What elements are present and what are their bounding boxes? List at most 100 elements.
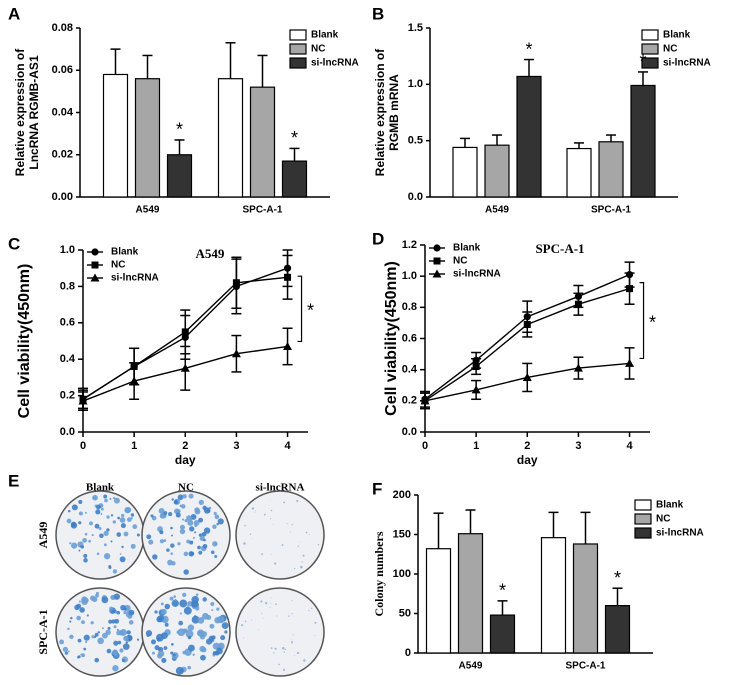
colony [214,555,218,558]
panel-label: A [8,4,20,23]
colony [202,544,208,549]
colony [80,545,85,549]
colony [254,511,256,513]
colony [193,519,200,526]
colony [244,620,247,623]
colony [308,533,310,535]
colony [94,657,100,663]
colony [112,520,117,524]
y-tick-label: 100 [393,568,411,580]
colony [160,602,164,606]
bar [217,78,244,198]
colony [97,631,100,634]
colony [127,517,132,522]
colony [112,569,118,574]
legend-marker [90,273,100,282]
y-tick-label: 0.6 [60,317,75,329]
data-point [129,376,139,385]
colony [69,620,72,623]
colony [189,540,194,545]
colony [120,604,126,611]
legend-swatch [641,57,659,69]
colony [161,608,167,615]
y-tick-label: 0.04 [52,106,74,118]
colony [154,610,158,614]
colony [125,641,129,644]
colony [305,531,308,534]
colony [197,545,201,550]
colony [170,651,174,655]
colony [161,632,168,639]
colony [113,640,119,646]
colony [88,539,92,543]
legend-swatch [634,527,652,539]
colony [69,634,74,640]
colony [91,596,98,603]
colony [166,548,170,552]
colony [136,638,140,641]
colony [270,603,272,604]
colony [130,543,136,549]
colony [109,606,113,611]
significance-mark: * [649,312,656,332]
data-point [232,279,240,287]
colony [170,526,173,530]
data-point [522,372,532,381]
colony [94,523,100,529]
colony [106,515,110,519]
colony [180,504,186,509]
colony [163,646,168,650]
colony [203,507,211,514]
column-label: si-lncRNA [256,482,305,494]
colony [117,516,121,520]
colony [269,518,272,520]
colony [269,606,271,608]
x-tick-label: 4 [284,440,291,452]
colony [69,542,72,545]
colony [121,545,124,549]
colony [94,632,99,637]
colony [182,650,186,655]
colony [288,615,290,617]
colony [274,647,277,650]
y-axis-label-line: LncRNA RGMB-AS1 [27,55,41,170]
colony [195,593,199,596]
colony [79,607,85,613]
y-tick-label: 0.0 [60,426,75,438]
colony [182,592,187,597]
x-tick-label: 1 [131,440,137,452]
colony [74,604,80,611]
colony [78,499,83,505]
colony [282,668,286,671]
colony [81,653,86,658]
colony [116,610,121,615]
colony [186,539,191,544]
colony [216,522,219,526]
colony [94,635,97,639]
legend-marker [433,244,441,252]
y-tick-label: 1.0 [408,78,423,90]
colony [221,622,229,630]
colony [290,639,292,640]
colony [116,630,122,636]
bar [484,144,510,198]
colony [77,638,82,643]
colony [164,603,171,610]
colony [296,651,300,655]
colony [186,515,192,521]
colony [68,509,71,513]
bar [457,533,484,654]
colony [101,596,109,604]
colony [220,635,226,641]
colony [78,511,83,516]
colony [181,518,185,521]
legend-label: Blank [663,30,691,41]
legend-swatch [289,43,307,55]
data-point [625,358,635,367]
colony [173,595,177,598]
colony [82,537,87,543]
legend-marker [433,257,441,265]
row-label: SPC-A-1 [36,609,50,654]
colony [81,620,85,625]
panel-label: C [8,234,20,253]
